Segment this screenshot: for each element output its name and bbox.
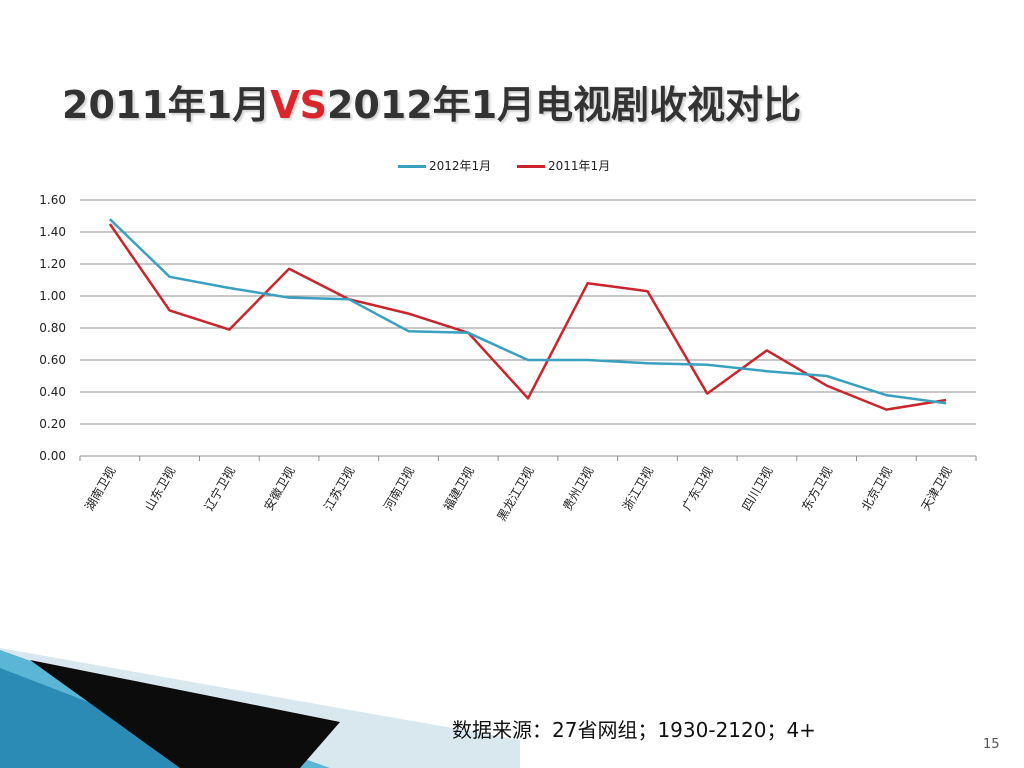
x-tick-label: 四川卫视 bbox=[739, 464, 776, 513]
legend-item-2012: 2012年1月 bbox=[398, 157, 491, 174]
x-tick-label: 黑龙江卫视 bbox=[494, 464, 537, 523]
x-tick-label: 河南卫视 bbox=[380, 464, 417, 513]
y-tick-label: 0.80 bbox=[39, 321, 66, 335]
x-tick-label: 天津卫视 bbox=[918, 464, 955, 513]
y-tick-label: 1.20 bbox=[39, 257, 66, 271]
series-line bbox=[109, 218, 947, 405]
chart-legend: 2012年1月 2011年1月 bbox=[398, 157, 632, 174]
y-tick-label: 1.40 bbox=[39, 225, 66, 239]
title-part1: 2011年1月 bbox=[62, 83, 271, 127]
x-tick-label: 广东卫视 bbox=[679, 464, 716, 513]
y-tick-label: 0.20 bbox=[39, 417, 66, 431]
slide-title: 2011年1月VS2012年1月电视剧收视对比 bbox=[62, 74, 801, 129]
x-tick-label: 东方卫视 bbox=[798, 464, 835, 513]
title-vs: VS bbox=[270, 83, 327, 127]
y-tick-label: 1.60 bbox=[39, 193, 66, 207]
data-source: 数据来源：27省网组；1930-2120；4+ bbox=[452, 718, 816, 742]
legend-label-2012: 2012年1月 bbox=[429, 159, 492, 173]
y-tick-label: 1.00 bbox=[39, 289, 66, 303]
legend-swatch-2012 bbox=[398, 165, 426, 168]
y-tick-label: 0.60 bbox=[39, 353, 66, 367]
x-tick-label: 浙江卫视 bbox=[619, 464, 656, 513]
legend-label-2011: 2011年1月 bbox=[548, 159, 611, 173]
x-tick-label: 贵州卫视 bbox=[559, 464, 596, 513]
x-tick-label: 安徽卫视 bbox=[261, 464, 298, 513]
x-tick-label: 山东卫视 bbox=[141, 464, 178, 513]
y-tick-label: 0.00 bbox=[39, 449, 66, 463]
legend-swatch-2011 bbox=[517, 165, 546, 168]
title-part2: 2012年1月电视剧收视对比 bbox=[326, 83, 802, 127]
x-tick-label: 北京卫视 bbox=[858, 464, 895, 513]
series-line bbox=[108, 223, 947, 411]
x-tick-label: 江苏卫视 bbox=[320, 464, 357, 513]
x-tick-label: 辽宁卫视 bbox=[201, 464, 238, 513]
x-tick-label: 福建卫视 bbox=[440, 464, 477, 513]
legend-item-2011: 2011年1月 bbox=[517, 157, 610, 174]
x-tick-label: 湖南卫视 bbox=[81, 464, 118, 513]
page-number: 15 bbox=[983, 737, 1000, 752]
y-tick-label: 0.40 bbox=[39, 385, 66, 399]
